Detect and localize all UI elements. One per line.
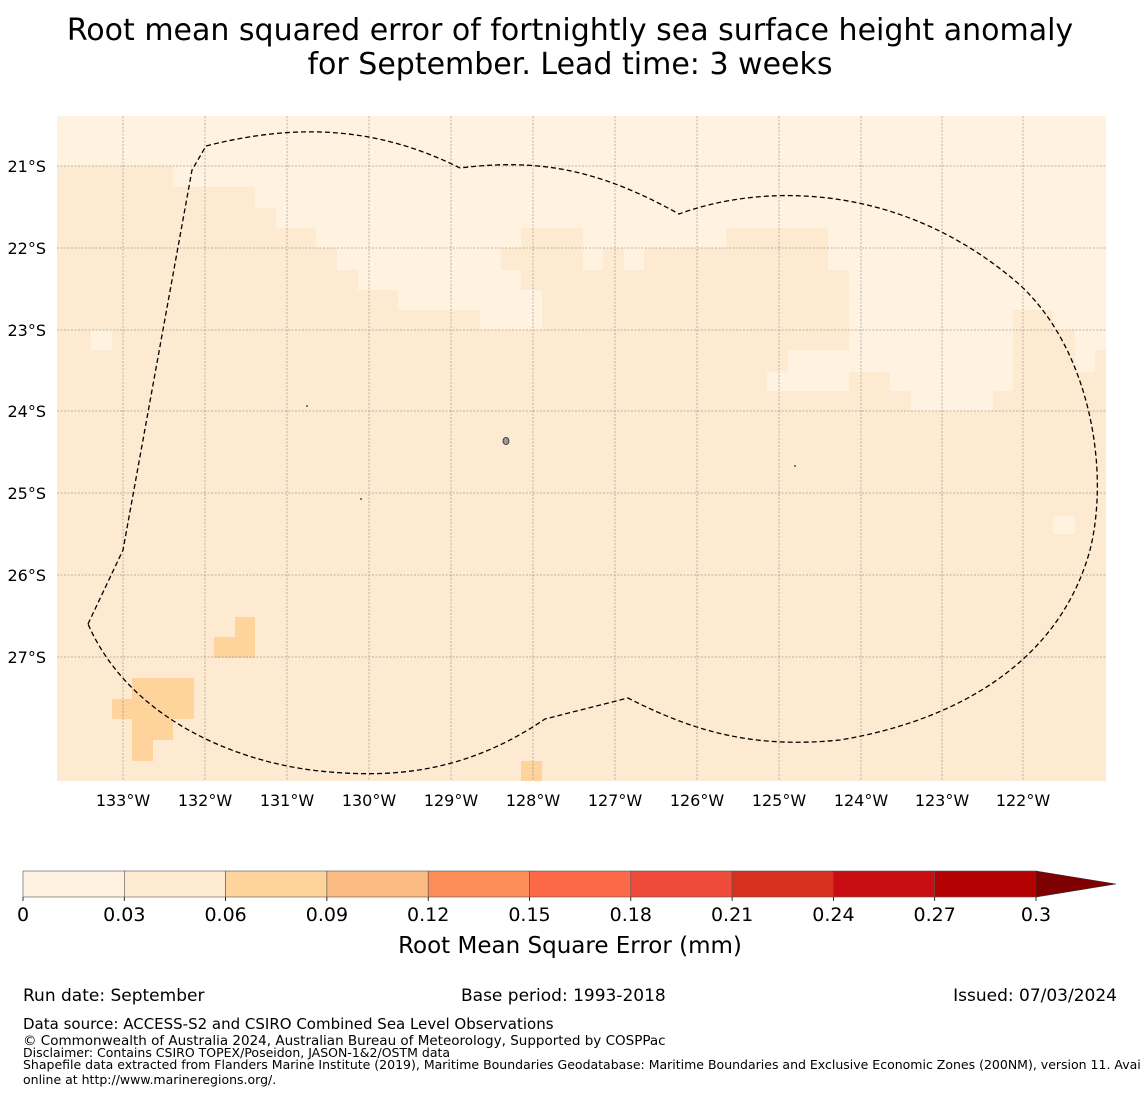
- rmse-cell-high: [112, 678, 194, 761]
- colorbar-tick-label: 0.15: [508, 904, 550, 926]
- rmse-cell-low: [91, 330, 112, 350]
- lat-tick-label: 25°S: [7, 484, 46, 503]
- shapefile-credit-1: Shapefile data extracted from Flanders M…: [23, 1057, 1140, 1072]
- island-marker: [502, 437, 510, 445]
- lon-tick-label: 126°W: [670, 791, 725, 810]
- colorbar-segment: [731, 870, 834, 898]
- lon-tick-label: 123°W: [915, 791, 970, 810]
- lon-tick-label: 129°W: [424, 791, 479, 810]
- title-line-2: for September. Lead time: 3 weeks: [307, 47, 833, 82]
- colorbar-extend-arrow: [1035, 870, 1117, 898]
- longitude-labels: 133°W 132°W 131°W 130°W 129°W 128°W 127°W 126°W…: [96, 791, 1051, 810]
- colorbar-tick-label: 0.09: [306, 904, 348, 926]
- colorbar-tick-label: 0.21: [711, 904, 753, 926]
- rmse-cell-low: [767, 350, 849, 391]
- lat-tick-label: 27°S: [7, 648, 46, 667]
- island-marker: [794, 465, 796, 467]
- colorbar-segment: [225, 870, 328, 898]
- colorbar-segment: [326, 870, 429, 898]
- colorbar-tick-label: 0.3: [1021, 904, 1051, 926]
- lat-tick-label: 24°S: [7, 402, 46, 421]
- rmse-cell-low: [57, 116, 1106, 411]
- colorbar-segment: [124, 870, 226, 898]
- lon-tick-label: 127°W: [588, 791, 643, 810]
- colorbar-tick-label: 0.12: [407, 904, 449, 926]
- colorbar-tick-label: 0.18: [610, 904, 652, 926]
- colorbar-tick-label: 0.03: [103, 904, 145, 926]
- lat-tick-label: 22°S: [7, 239, 46, 258]
- lon-tick-label: 133°W: [96, 791, 151, 810]
- issued-date: Issued: 07/03/2024: [953, 986, 1117, 1006]
- colorbar-tick-label: 0.24: [812, 904, 854, 926]
- island-marker: [306, 405, 308, 407]
- colorbar-tick-label: 0.27: [914, 904, 956, 926]
- run-date: Run date: September: [23, 986, 205, 1006]
- map-title: Root mean squared error of fortnightly s…: [0, 14, 1140, 82]
- lat-tick-label: 23°S: [7, 321, 46, 340]
- colorbar-tick-label: 0: [17, 904, 29, 926]
- data-source: Data source: ACCESS-S2 and CSIRO Combine…: [23, 1015, 554, 1033]
- colorbar-segment: [22, 870, 125, 898]
- colorbar-segment: [934, 870, 1037, 898]
- base-period: Base period: 1993-2018: [461, 986, 666, 1006]
- lon-tick-label: 131°W: [260, 791, 315, 810]
- title-line-1: Root mean squared error of fortnightly s…: [66, 13, 1074, 48]
- copyright: © Commonwealth of Australia 2024, Austra…: [23, 1033, 666, 1049]
- rmse-cell-low: [1053, 516, 1075, 534]
- lat-tick-label: 26°S: [7, 566, 46, 585]
- disclaimer: Disclaimer: Contains CSIRO TOPEX/Poseido…: [23, 1045, 451, 1060]
- rmse-cell-high: [214, 617, 255, 658]
- colorbar-segment: [630, 870, 733, 898]
- lat-tick-label: 21°S: [7, 157, 46, 176]
- rmse-cell-high: [521, 761, 542, 781]
- eez-boundary: [87, 131, 1098, 775]
- rmse-grid: [57, 116, 1106, 781]
- latitude-labels: 21°S 22°S 23°S 24°S 25°S 26°S 27°S: [7, 157, 46, 667]
- lon-tick-label: 132°W: [178, 791, 233, 810]
- lon-tick-label: 128°W: [506, 791, 561, 810]
- colorbar-segment: [833, 870, 936, 898]
- colorbar-tick-label: 0.06: [204, 904, 246, 926]
- colorbar-segment: [529, 870, 632, 898]
- lon-tick-label: 122°W: [996, 791, 1051, 810]
- graticule: [57, 116, 1106, 781]
- lon-tick-label: 124°W: [834, 791, 889, 810]
- colorbar-label: Root Mean Square Error (mm): [398, 933, 742, 959]
- colorbar: 0 0.03 0.06 0.09 0.12 0.15 0.18 0.21 0.24 0.27 0.3: [17, 870, 1117, 926]
- lon-tick-label: 125°W: [752, 791, 807, 810]
- lon-tick-label: 130°W: [342, 791, 397, 810]
- island-marker: [360, 498, 362, 500]
- colorbar-segment: [427, 870, 530, 898]
- shapefile-credit-2: online at http://www.marineregions.org/.: [23, 1072, 277, 1087]
